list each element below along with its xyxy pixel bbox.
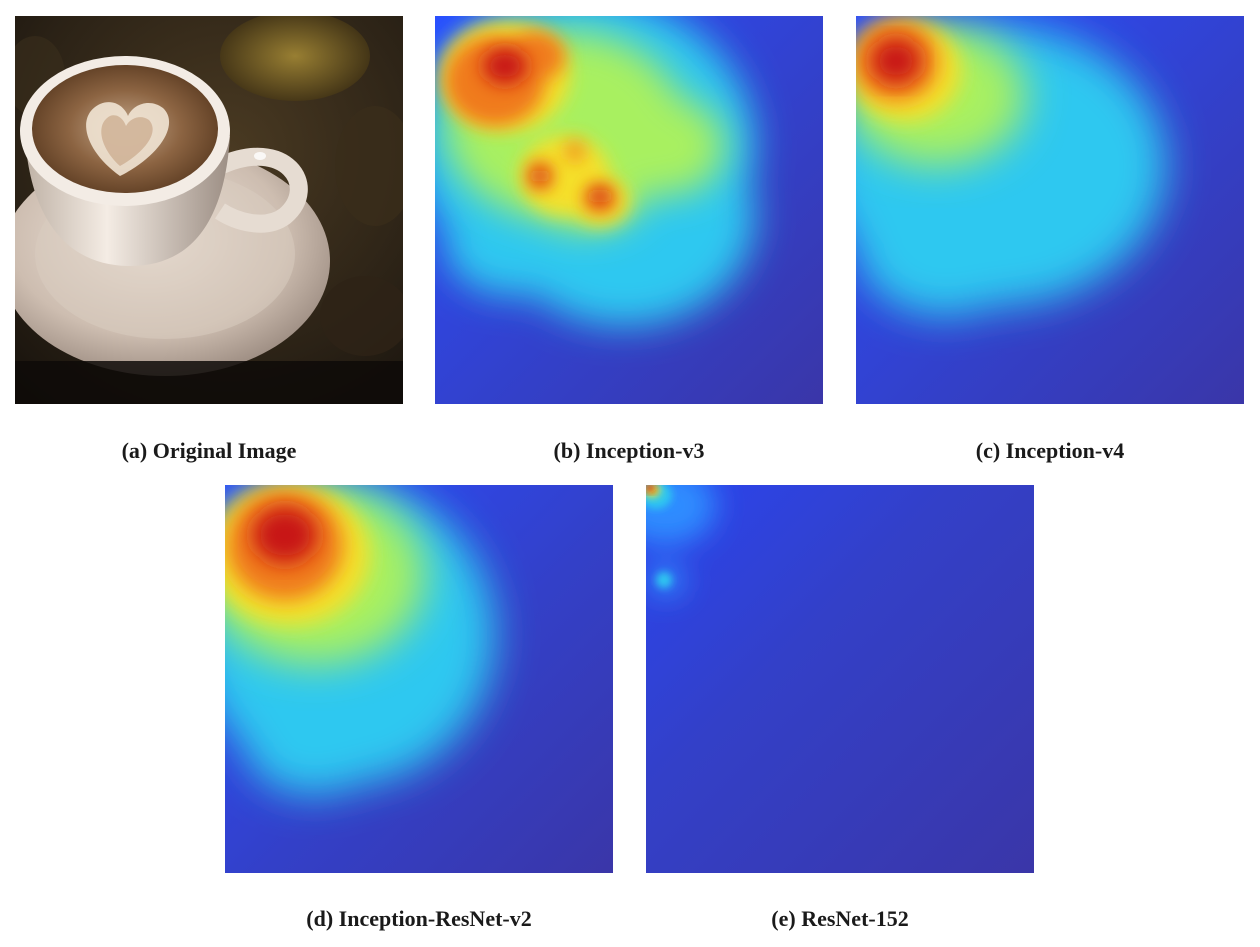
heatmap-image xyxy=(225,485,613,873)
caption-inception-v4: (c) Inception-v4 xyxy=(975,438,1125,463)
caption-original-image: (a) Original Image xyxy=(121,438,297,463)
caption-inception-resnet-v2: (d) Inception-ResNet-v2 xyxy=(306,906,532,931)
caption-resnet-152: (e) ResNet-152 xyxy=(771,906,909,931)
heatmap-inception-resnet-v2 xyxy=(225,485,613,873)
heatmap-image xyxy=(646,485,1034,873)
heatmap-resnet-152 xyxy=(646,485,1034,873)
heatmap-image xyxy=(435,16,823,404)
heatmap-image xyxy=(856,16,1244,404)
heatmap-inception-v4 xyxy=(856,16,1244,404)
caption-inception-v3: (b) Inception-v3 xyxy=(553,438,705,463)
heatmap-inception-v3 xyxy=(435,16,823,404)
coffee-cup-photo xyxy=(15,16,403,404)
original-image-panel xyxy=(15,16,403,404)
